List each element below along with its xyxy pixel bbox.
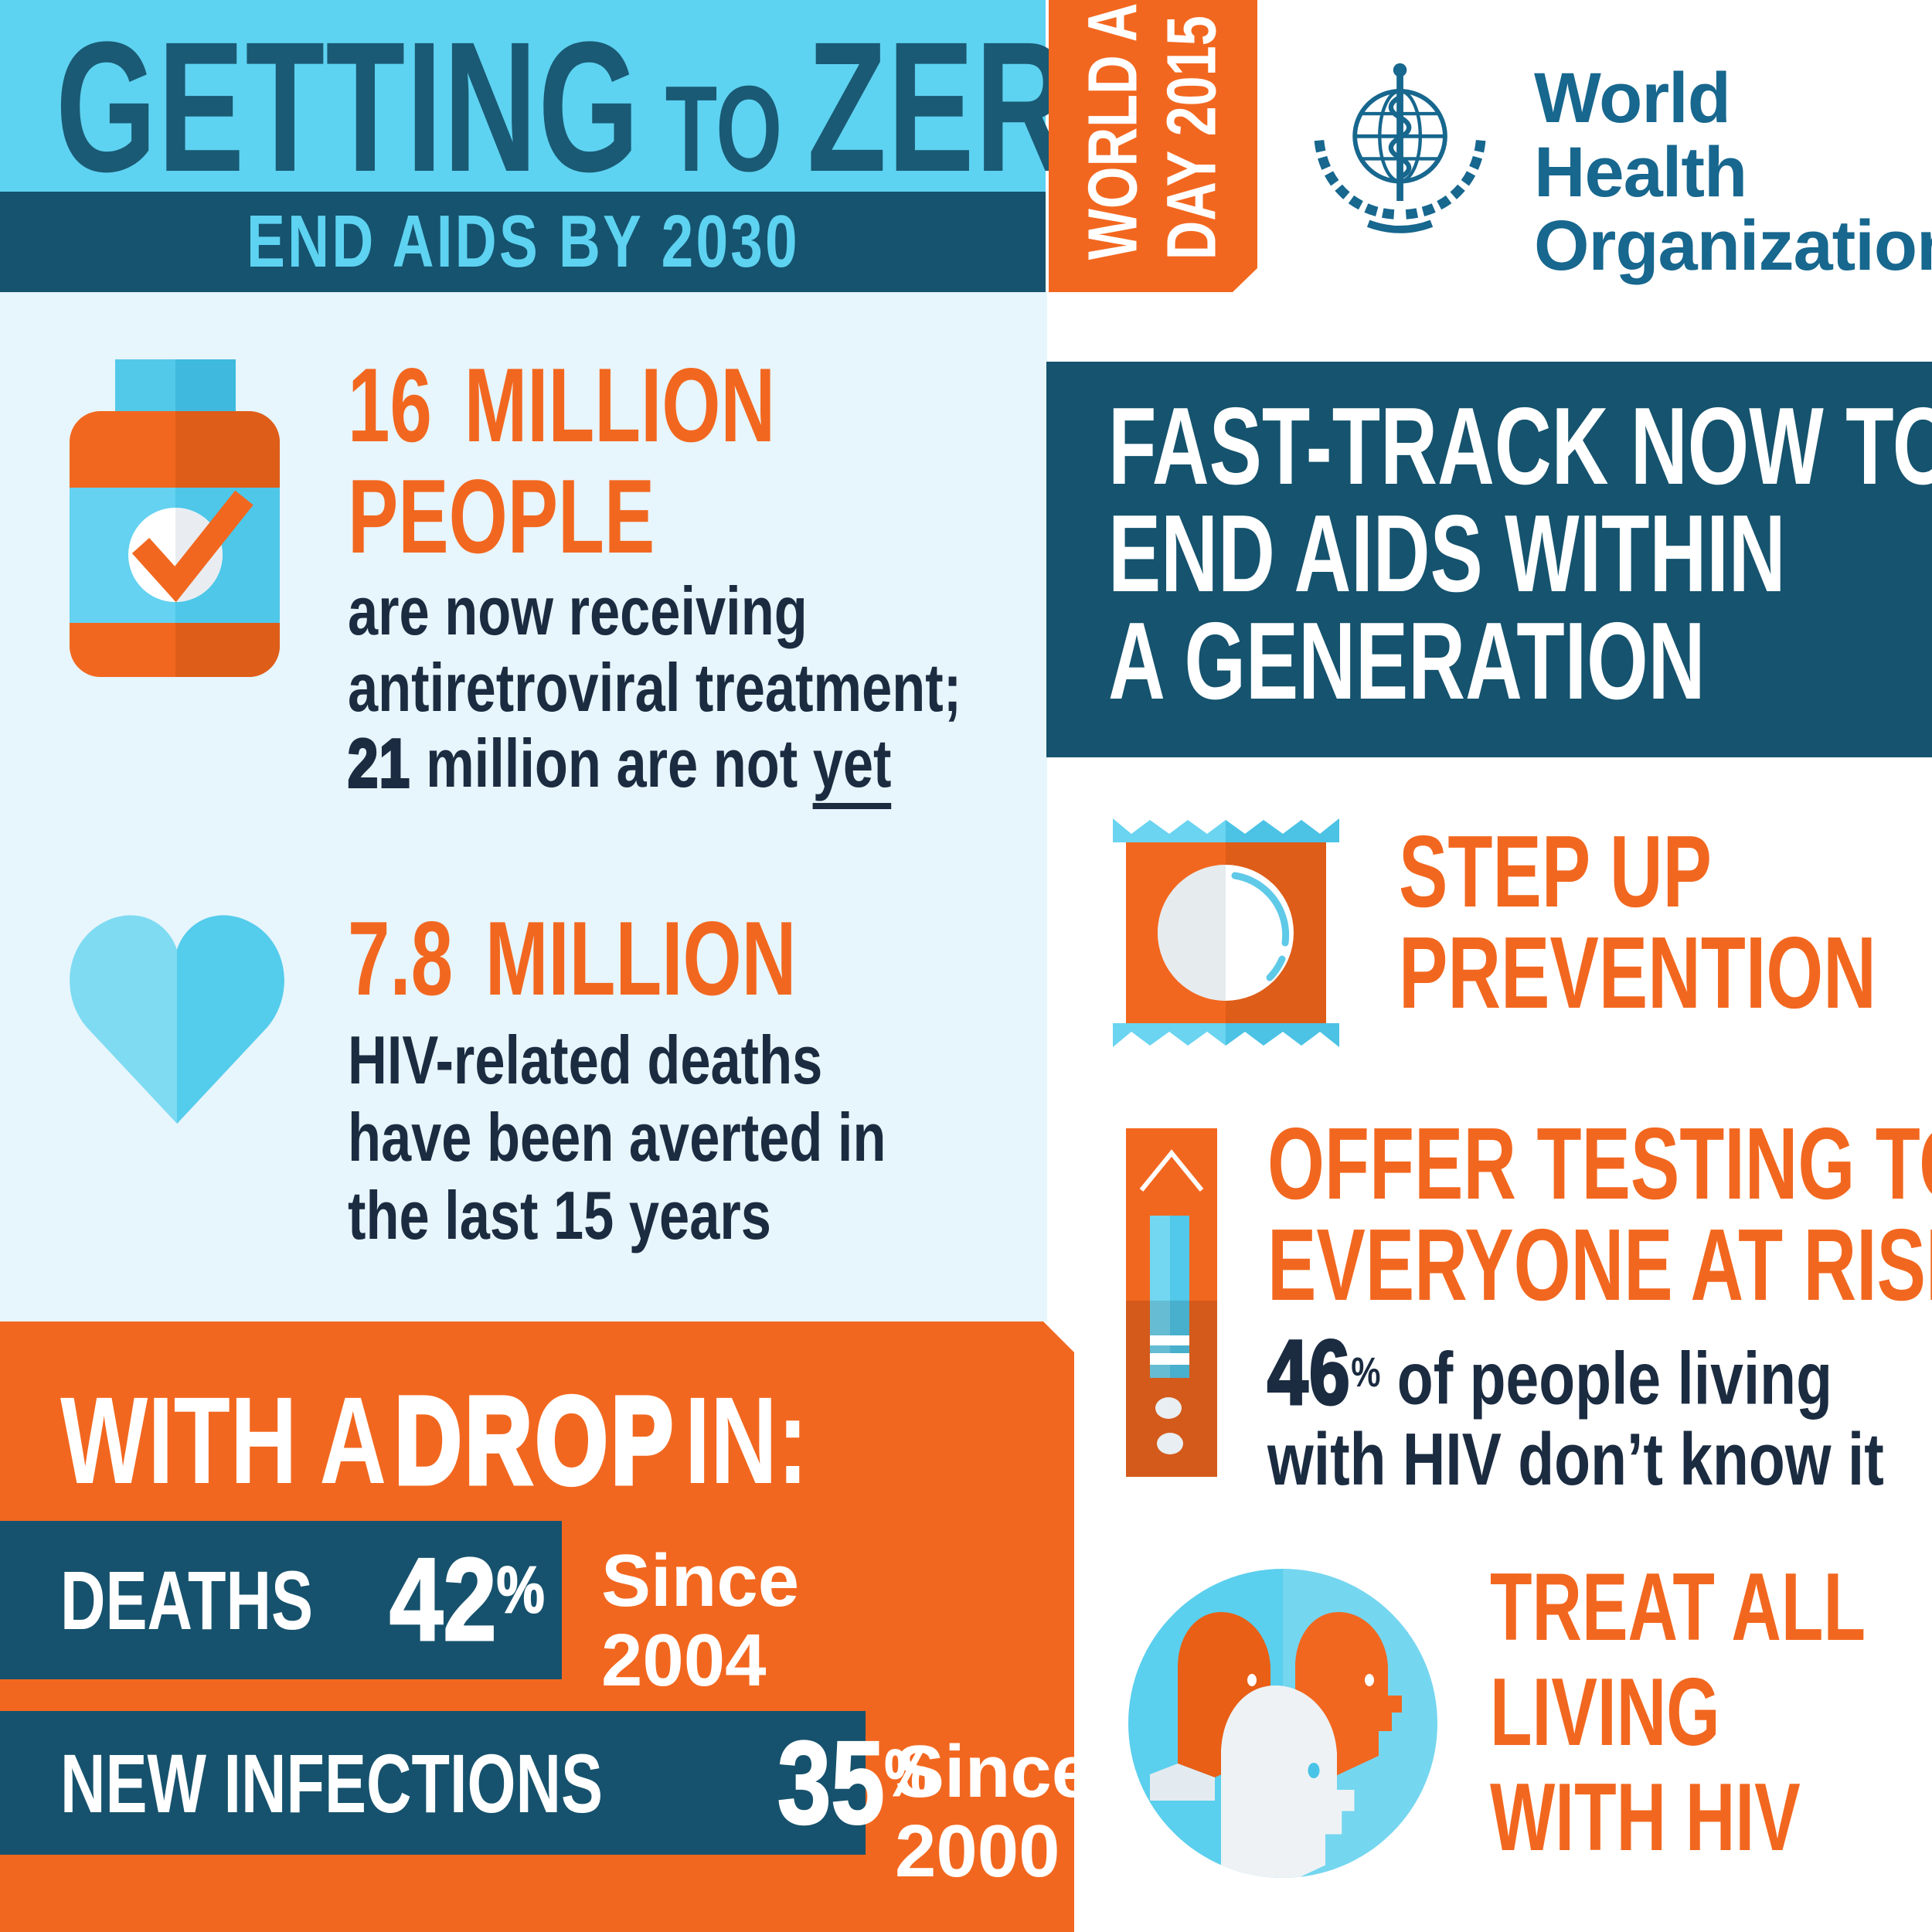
subtitle-bar: END AIDS BY 2030 [0, 192, 1046, 292]
people-heads-icon [1128, 1569, 1437, 1878]
not-treated-count: 21 [346, 723, 411, 803]
testing-heading: OFFER TESTING TO EVERYONE AT RISK [1267, 1107, 1932, 1321]
deaths-label: DEATHS [60, 1553, 314, 1647]
stat-78-number: 7.8 [348, 900, 454, 1017]
ribbon-label: WORLD AIDS DAY 2015 [1074, 0, 1230, 260]
infections-label: NEW INFECTIONS [60, 1736, 603, 1830]
page-title: GETTING TO ZERO [56, 14, 1172, 199]
title-to: TO [665, 61, 783, 197]
stat-78-caption: HIV-related deaths have been averted in … [348, 1022, 886, 1253]
who-wordmark: World Health Organization [1534, 59, 1932, 286]
stat-16-caption: are now receiving antiretroviral treatme… [346, 573, 1115, 810]
testing-stat: 46% of people living with HIV don’t know… [1266, 1321, 1884, 1501]
stat-78-million: 7.8 MILLION [348, 900, 797, 1017]
heart-icon [70, 915, 284, 1124]
stat-16-number: 16 [348, 346, 432, 464]
stat-16-million: 16 MILLION PEOPLE [348, 346, 776, 576]
drop-word: DROP [393, 1369, 677, 1512]
testing-stat-number: 46 [1266, 1321, 1352, 1424]
test-stick-icon [1126, 1128, 1217, 1477]
deaths-drop-bar: DEATHS 42% [0, 1521, 562, 1679]
infections-since: Since 2000 [895, 1730, 1094, 1893]
infections-value: 35% [777, 1716, 934, 1849]
infections-drop-bar: NEW INFECTIONS 35% [0, 1711, 934, 1855]
fast-track-panel [1046, 362, 1932, 757]
deaths-value: 42% [389, 1533, 546, 1667]
drop-section-heading: WITH ADROPIN: [60, 1369, 808, 1512]
header-panel [0, 0, 1046, 192]
treat-heading: TREAT ALL LIVING WITH HIV [1490, 1554, 1866, 1871]
pill-bottle-icon [70, 359, 280, 677]
world-aids-day-ribbon: WORLD AIDS DAY 2015 [1049, 0, 1257, 292]
fast-track-heading: FAST-TRACK NOW TO END AIDS WITHIN A GENE… [1108, 385, 1932, 723]
who-emblem-icon [1314, 63, 1486, 233]
subtitle: END AIDS BY 2030 [246, 200, 800, 283]
stat-16-people: PEOPLE [348, 457, 655, 576]
title-getting: GETTING [56, 3, 641, 210]
deaths-since: Since 2004 [601, 1539, 800, 1702]
condom-icon [1113, 818, 1339, 1047]
prevention-heading: STEP UP PREVENTION [1399, 815, 1876, 1029]
